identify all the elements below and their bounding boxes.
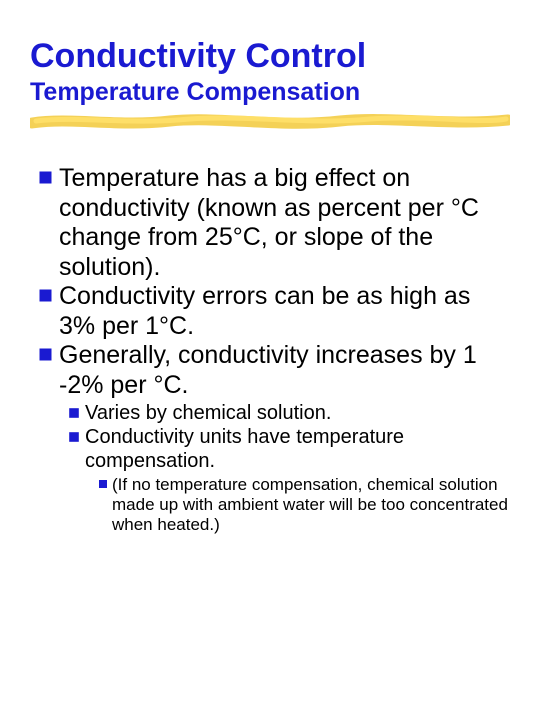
bullet-item: Generally, conductivity increases by 1 -… [38,341,510,400]
bullet-marker-icon [38,288,53,303]
slide-title: Conductivity Control [30,38,510,75]
bullet-text: Generally, conductivity increases by 1 -… [59,341,510,400]
bullet-text: Temperature has a big effect on conducti… [59,164,510,282]
bullet-item: Temperature has a big effect on conducti… [38,164,510,282]
bullet-list-level2: Varies by chemical solution. Conductivit… [68,402,510,473]
bullet-marker-icon [38,347,53,362]
slide-subtitle: Temperature Compensation [30,77,510,107]
bullet-item: Conductivity units have temperature comp… [68,426,510,473]
bullet-marker-icon [38,170,53,185]
bullet-marker-icon [98,479,108,489]
bullet-item: (If no temperature compensation, chemica… [98,475,510,535]
bullet-marker-icon [68,407,80,419]
bullet-marker-icon [68,431,80,443]
bullet-text: (If no temperature compensation, chemica… [112,475,510,535]
bullet-text: Conductivity errors can be as high as 3%… [59,282,510,341]
brush-highlight [36,118,506,121]
bullet-text: Conductivity units have temperature comp… [85,426,510,473]
bullet-item: Conductivity errors can be as high as 3%… [38,282,510,341]
bullet-list-level1: Temperature has a big effect on conducti… [38,164,510,400]
bullet-list-level3: (If no temperature compensation, chemica… [98,475,510,535]
bullet-text: Varies by chemical solution. [85,402,331,426]
brush-underline [30,113,510,131]
bullet-item: Varies by chemical solution. [68,402,510,426]
